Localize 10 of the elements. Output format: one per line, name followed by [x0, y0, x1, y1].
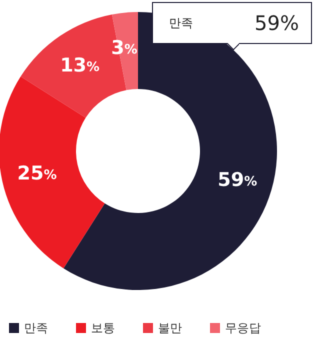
data-label: 13%	[60, 54, 100, 76]
legend-label: 무응답	[225, 321, 261, 335]
text: 만족	[169, 16, 193, 30]
data-label: 3%	[111, 36, 138, 59]
data-label: 59%	[218, 168, 258, 191]
text: 59%	[254, 11, 299, 35]
legend-label: 만족	[24, 321, 48, 335]
legend-label: 불만	[158, 321, 182, 335]
legend-label: 보통	[91, 321, 115, 335]
data-label: 25%	[17, 162, 57, 185]
